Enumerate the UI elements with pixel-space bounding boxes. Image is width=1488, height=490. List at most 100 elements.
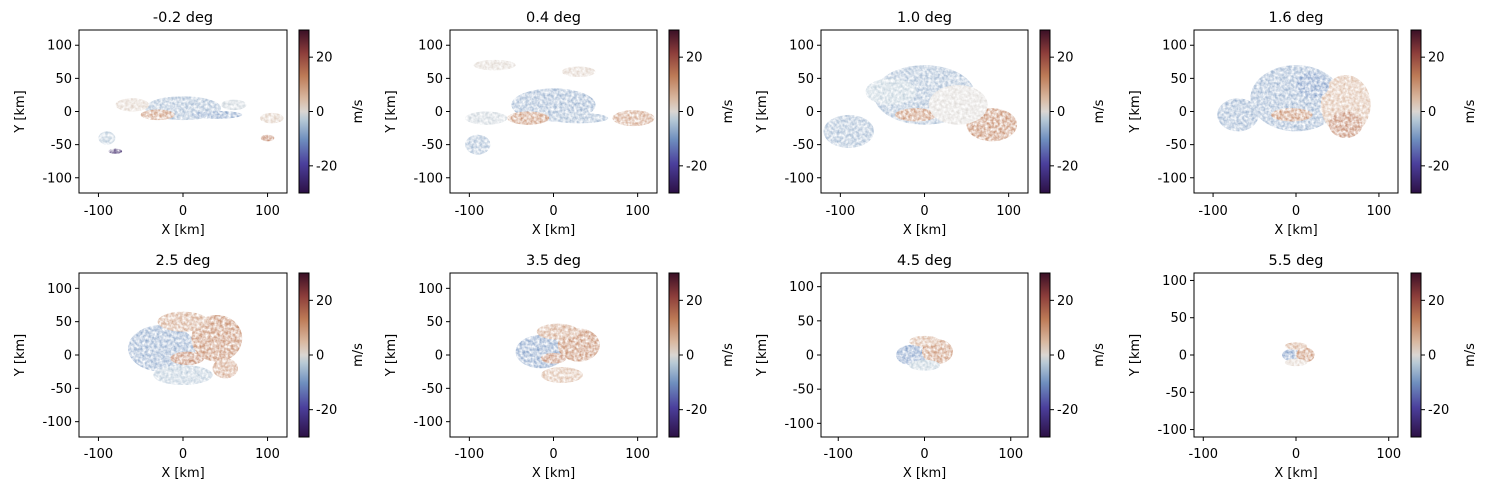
x-axis-label: X [km] <box>1274 223 1317 238</box>
colorbar <box>1410 272 1422 438</box>
x-axis-label: X [km] <box>903 466 946 481</box>
velocity-field <box>98 96 284 154</box>
velocity-field <box>1282 342 1315 367</box>
velocity-blob <box>260 134 275 142</box>
colorbar-tick-label: 0 <box>1057 349 1065 364</box>
y-tick-label: -100 <box>1157 171 1187 186</box>
x-tick-label: -100 <box>823 447 853 462</box>
velocity-blob <box>507 111 550 125</box>
velocity-field <box>823 65 1018 148</box>
y-tick-label: 100 <box>418 39 443 54</box>
velocity-blob <box>536 323 579 340</box>
y-axis-label: Y [km] <box>384 334 399 377</box>
velocity-blob <box>153 365 213 385</box>
colorbar-tick-label: 0 <box>1428 105 1436 120</box>
panel-0: -100 0 100 -100 -50 0 50 100 -0.2 deg X [km] Y [km… <box>13 10 366 238</box>
velocity-field <box>128 311 243 385</box>
colorbar <box>298 29 310 194</box>
velocity-blob <box>928 84 988 125</box>
velocity-blob <box>157 311 209 332</box>
colorbar-tick-label: 0 <box>1057 105 1065 120</box>
colorbar-label: m/s <box>1463 343 1478 367</box>
y-tick-label: 50 <box>55 315 72 330</box>
y-tick-label: 50 <box>797 72 814 87</box>
y-tick-label: 100 <box>1162 274 1187 289</box>
y-tick-label: 100 <box>47 282 72 297</box>
y-tick-label: -50 <box>422 138 443 153</box>
y-tick-label: 0 <box>1179 349 1187 364</box>
panel-2: -100 0 100 -100 -50 0 50 100 1.0 deg X [km] Y [km]… <box>755 10 1107 238</box>
y-tick-label: -50 <box>51 382 72 397</box>
velocity-blob <box>170 351 205 366</box>
colorbar <box>1039 272 1051 438</box>
y-tick-label: 50 <box>426 315 443 330</box>
colorbar-tick-label: -20 <box>316 403 337 418</box>
y-tick-label: 0 <box>435 349 443 364</box>
velocity-blob <box>549 112 609 124</box>
y-tick-label: 50 <box>55 72 72 87</box>
y-tick-label: 0 <box>1179 105 1187 120</box>
panel-6: -100 0 100 -100 -50 0 50 100 4.5 deg X [km] Y [km]… <box>755 253 1107 481</box>
x-axis-label: X [km] <box>1274 466 1317 481</box>
x-tick-label: 100 <box>996 204 1021 219</box>
x-tick-label: -100 <box>455 204 485 219</box>
y-tick-label: 100 <box>789 39 814 54</box>
colorbar-tick-label: -20 <box>686 159 707 174</box>
colorbar <box>668 29 680 194</box>
y-tick-label: -100 <box>413 171 443 186</box>
y-tick-label: -50 <box>793 383 814 398</box>
y-tick-label: 100 <box>418 282 443 297</box>
y-tick-label: 0 <box>64 105 72 120</box>
colorbar-tick-label: 20 <box>1057 294 1074 309</box>
x-tick-label: 0 <box>920 447 928 462</box>
colorbar-tick-label: 20 <box>1057 51 1074 66</box>
x-tick-label: 0 <box>549 204 557 219</box>
panel-title: 5.5 deg <box>1269 253 1324 269</box>
colorbar-tick-label: 20 <box>1428 51 1445 66</box>
colorbar-tick-label: 20 <box>686 294 703 309</box>
y-tick-label: 50 <box>1170 72 1187 87</box>
x-tick-label: 0 <box>179 204 187 219</box>
velocity-blob <box>1296 71 1330 99</box>
colorbar-tick-label: -20 <box>686 403 707 418</box>
y-tick-label: 50 <box>797 314 814 329</box>
velocity-blob <box>908 359 941 371</box>
velocity-field <box>465 59 655 155</box>
velocity-blob <box>465 111 508 125</box>
velocity-blob <box>191 110 243 119</box>
x-tick-label: 0 <box>1292 204 1300 219</box>
panel-5: -100 0 100 -100 -50 0 50 100 3.5 deg X [km] Y [km]… <box>384 253 736 481</box>
panel-3: -100 0 100 -100 -50 0 50 100 1.6 deg X [km] Y [km]… <box>1128 10 1478 238</box>
x-tick-label: 100 <box>625 447 650 462</box>
colorbar-tick-label: 20 <box>316 51 333 66</box>
x-tick-label: 100 <box>1367 204 1392 219</box>
velocity-blob <box>1329 111 1363 139</box>
colorbar-tick-label: -20 <box>1428 159 1449 174</box>
panel-title: 2.5 deg <box>156 253 211 269</box>
colorbar <box>1039 29 1051 194</box>
velocity-blob <box>1296 347 1315 363</box>
y-tick-label: 100 <box>789 280 814 295</box>
colorbar-label: m/s <box>1463 99 1478 123</box>
x-axis-label: X [km] <box>532 223 575 238</box>
panel-title: 4.5 deg <box>897 253 952 269</box>
x-tick-label: 100 <box>625 204 650 219</box>
panel-title: -0.2 deg <box>153 10 213 26</box>
velocity-blob <box>1284 358 1308 367</box>
panel-4: -100 0 100 -100 -50 0 50 100 2.5 deg X [km] Y [km]… <box>13 253 366 481</box>
colorbar-label: m/s <box>1092 343 1107 367</box>
velocity-blob <box>1284 342 1308 350</box>
y-tick-label: -100 <box>42 415 72 430</box>
velocity-blob <box>108 148 123 154</box>
x-tick-label: -100 <box>826 204 856 219</box>
velocity-blob <box>540 367 583 383</box>
y-axis-label: Y [km] <box>755 334 770 377</box>
panel-7: -100 0 100 -100 -50 0 50 100 5.5 deg X [km] Y [km]… <box>1128 253 1478 481</box>
velocity-blob <box>115 98 150 112</box>
y-axis-label: Y [km] <box>13 90 28 133</box>
colorbar-tick-label: 0 <box>686 105 694 120</box>
y-tick-label: -100 <box>1157 423 1187 438</box>
y-tick-label: 100 <box>1162 39 1187 54</box>
velocity-blob <box>895 108 938 122</box>
